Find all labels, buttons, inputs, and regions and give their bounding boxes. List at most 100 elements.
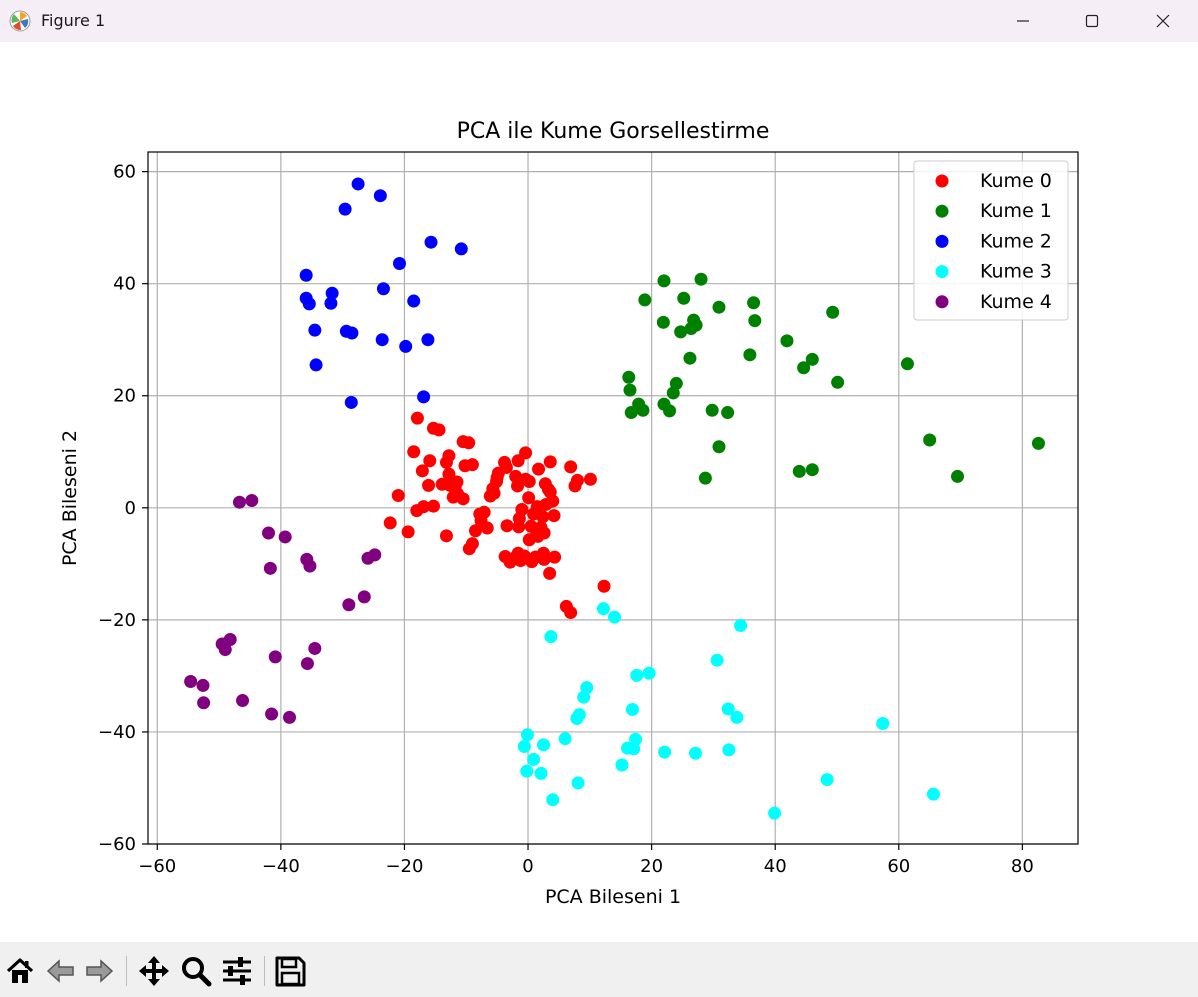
data-point (417, 390, 431, 404)
data-point (439, 529, 453, 543)
data-point (688, 746, 702, 760)
data-point (694, 272, 708, 286)
data-point (487, 486, 501, 500)
x-tick-label: −40 (262, 856, 300, 877)
data-point (265, 707, 279, 721)
data-point (184, 675, 198, 689)
data-point (615, 758, 629, 772)
data-point (383, 516, 397, 530)
data-point (514, 553, 528, 567)
y-tick-label: −40 (98, 722, 136, 743)
zoom-button[interactable] (179, 954, 213, 988)
data-point (410, 411, 424, 425)
toolbar-separator (264, 956, 265, 986)
maximize-button[interactable] (1059, 0, 1125, 42)
data-point (627, 742, 641, 756)
legend-label: Kume 4 (980, 291, 1052, 313)
data-point (517, 740, 531, 754)
legend-label: Kume 3 (980, 261, 1052, 283)
data-point (780, 334, 794, 348)
data-point (500, 519, 514, 533)
data-point (283, 710, 297, 724)
back-button[interactable] (44, 954, 78, 988)
data-point (597, 579, 611, 593)
y-tick-label: 60 (113, 162, 136, 183)
data-point (421, 333, 435, 347)
home-icon (6, 958, 34, 983)
close-button[interactable] (1130, 0, 1196, 42)
home-button[interactable] (3, 954, 37, 988)
floppy-disk-icon (275, 956, 306, 987)
data-point (570, 473, 584, 487)
data-point (325, 286, 339, 300)
data-point (683, 351, 697, 365)
data-point (245, 494, 259, 508)
configure-subplots-button[interactable] (220, 954, 254, 988)
scatter-chart: −60 −40 −20 0 20 40 60 80 −60 −40 −20 0 20 40 60 PCA i… (59, 119, 1079, 908)
data-point (705, 403, 719, 417)
data-point (923, 433, 937, 447)
minimize-icon (1017, 20, 1029, 22)
data-point (499, 460, 513, 474)
pan-button[interactable] (137, 954, 171, 988)
data-point (302, 297, 316, 311)
data-point (900, 357, 914, 371)
data-point (512, 520, 526, 534)
data-point (407, 294, 421, 308)
data-point (401, 525, 415, 539)
legend-label: Kume 0 (980, 170, 1052, 192)
data-point (951, 469, 965, 483)
data-point (263, 561, 277, 575)
data-point (480, 521, 494, 535)
data-point (520, 764, 534, 778)
data-point (473, 507, 487, 521)
figure-canvas[interactable]: −60 −40 −20 0 20 40 60 80 −60 −40 −20 0 20 40 60 PCA i… (0, 42, 1198, 942)
legend: Kume 0 Kume 1 Kume 2 Kume 3 Kume 4 (913, 160, 1069, 321)
data-point (596, 602, 610, 616)
data-point (722, 743, 736, 757)
data-point (432, 423, 446, 437)
data-point (338, 202, 352, 216)
data-point (462, 436, 476, 450)
minimize-button[interactable] (990, 0, 1056, 42)
data-point (465, 537, 479, 551)
data-point (465, 458, 479, 472)
data-point (376, 282, 390, 296)
data-point (490, 471, 504, 485)
data-point (308, 641, 322, 655)
data-point (454, 242, 468, 256)
data-point (439, 455, 453, 469)
data-point (357, 590, 371, 604)
data-point (426, 499, 440, 513)
data-point (797, 361, 811, 375)
data-point (805, 352, 819, 366)
data-point (268, 650, 282, 664)
data-point (570, 711, 584, 725)
data-point (299, 268, 313, 282)
legend-label: Kume 1 (980, 200, 1052, 222)
forward-button[interactable] (82, 954, 116, 988)
y-axis-label: PCA Bileseni 2 (59, 430, 81, 566)
data-point (564, 460, 578, 474)
data-point (689, 318, 703, 332)
data-point (424, 235, 438, 249)
data-point (657, 274, 671, 288)
data-points (184, 177, 1045, 820)
data-point (625, 703, 639, 717)
y-tick-label: 40 (113, 274, 136, 295)
data-point (747, 296, 761, 310)
data-point (1031, 436, 1045, 450)
data-point (712, 300, 726, 314)
forward-arrow-icon (86, 959, 114, 983)
save-button[interactable] (273, 954, 307, 988)
chart-title: PCA ile Kume Gorsellestirme (457, 119, 770, 144)
data-point (710, 653, 724, 667)
data-point (638, 293, 652, 307)
x-axis-label: PCA Bileseni 1 (545, 886, 681, 908)
x-tick-label: 20 (640, 856, 663, 877)
data-point (768, 806, 782, 820)
data-point (820, 773, 834, 787)
data-point (511, 479, 525, 493)
data-point (674, 325, 688, 339)
data-point (571, 776, 585, 790)
